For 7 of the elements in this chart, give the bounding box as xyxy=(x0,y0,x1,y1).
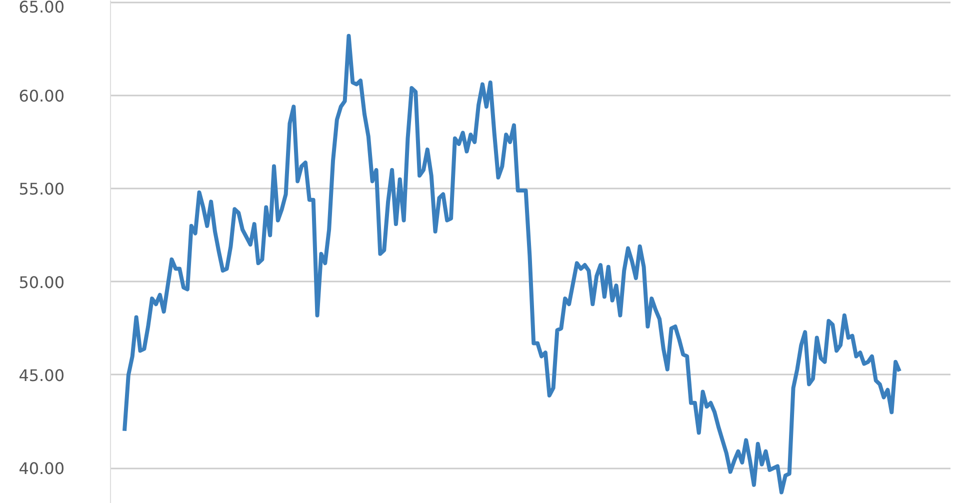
y-tick-label: 40.00 xyxy=(18,459,65,478)
line-series xyxy=(122,34,902,494)
y-tick-label: 55.00 xyxy=(18,180,65,199)
y-tick-label: 50.00 xyxy=(18,272,65,292)
y-tick-label: 45.00 xyxy=(18,366,65,385)
y-tick-label: 60.00 xyxy=(18,86,65,106)
y-tick-label: 65.00 xyxy=(18,0,65,16)
